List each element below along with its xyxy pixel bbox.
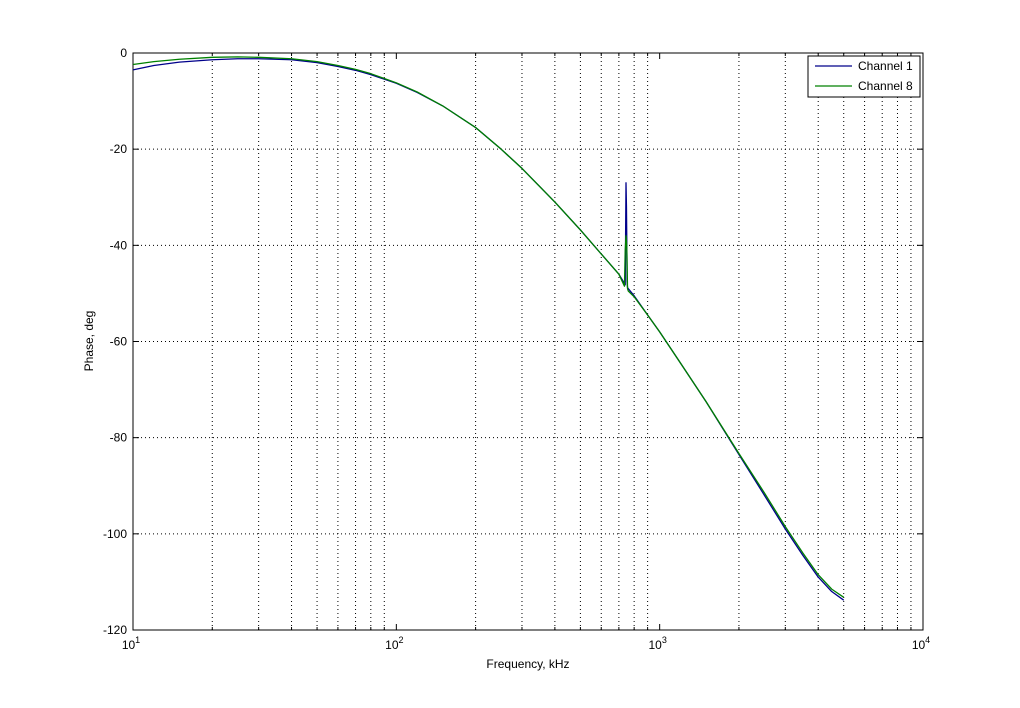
plot-frame [132,52,924,631]
y-tick-label: 0 [120,46,127,60]
legend: Channel 1 Channel 8 [807,55,921,98]
y-tick-label: -40 [110,238,128,252]
legend-box [807,55,921,98]
grid-lines [133,53,923,630]
y-axis-label: Phase, deg [82,311,96,372]
y-tick-label: -60 [110,335,128,349]
series-line-channel-8 [132,56,845,598]
y-tick-label: -100 [103,527,127,541]
y-tick-label: -80 [110,431,128,445]
legend-label-channel-8: Channel 8 [858,79,913,93]
legend-label-channel-1: Channel 1 [858,59,913,73]
plot-area [133,53,923,630]
series-lines [132,56,845,601]
x-axis-label: Frequency, kHz [486,657,569,671]
y-tick-label: -120 [103,623,127,637]
y-tick-label: -20 [110,142,128,156]
